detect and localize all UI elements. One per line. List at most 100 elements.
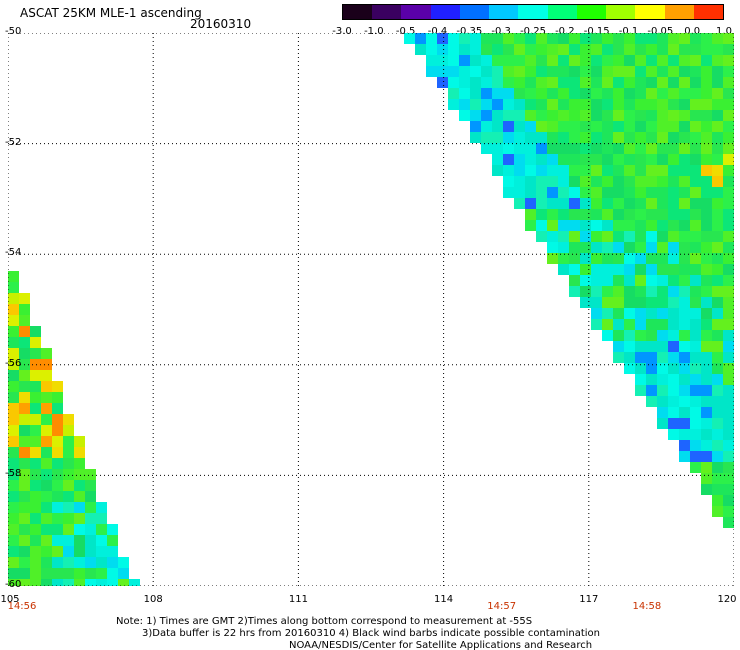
swath-cell — [19, 348, 30, 359]
swath-cell — [646, 264, 657, 275]
swath-cell — [701, 143, 712, 154]
swath-cell — [668, 66, 679, 77]
swath-cell — [503, 33, 514, 44]
longitude-tick-label: 108 — [143, 594, 163, 605]
swath-cell — [701, 132, 712, 143]
swath-cell — [19, 293, 30, 304]
swath-cell — [8, 513, 19, 524]
swath-cell — [74, 513, 85, 524]
swath-cell — [426, 44, 437, 55]
swath-cell — [107, 579, 118, 586]
colorbar-swatch — [343, 5, 373, 19]
swath-cell — [723, 286, 734, 297]
swath-cell — [470, 55, 481, 66]
swath-cell — [503, 143, 514, 154]
swath-cell — [624, 165, 635, 176]
swath-cell — [52, 513, 63, 524]
swath-cell — [657, 352, 668, 363]
swath-cell — [30, 469, 41, 480]
swath-cell — [602, 264, 613, 275]
swath-cell — [657, 418, 668, 429]
swath-cell — [514, 33, 525, 44]
swath-cell — [30, 579, 41, 586]
swath-cell — [690, 264, 701, 275]
swath-cell — [712, 165, 723, 176]
swath-cell — [63, 425, 74, 436]
swath-cell — [712, 429, 723, 440]
colorbar-tick-label: -0.05 — [647, 26, 674, 37]
swath-cell — [30, 392, 41, 403]
colorbar-tick-label: -0.35 — [456, 26, 483, 37]
swath-cell — [657, 319, 668, 330]
swath-cell — [624, 231, 635, 242]
swath-cell — [558, 209, 569, 220]
swath-cell — [613, 242, 624, 253]
swath-cell — [679, 297, 690, 308]
swath-cell — [63, 524, 74, 535]
swath-cell — [646, 308, 657, 319]
swath-cell — [657, 308, 668, 319]
swath-cell — [481, 121, 492, 132]
swath-cell — [690, 451, 701, 462]
swath-cell — [41, 513, 52, 524]
swath-cell — [107, 568, 118, 579]
swath-cell — [679, 396, 690, 407]
swath-cell — [437, 66, 448, 77]
swath-cell — [525, 209, 536, 220]
swath-cell — [635, 132, 646, 143]
swath-cell — [41, 568, 52, 579]
swath-cell — [63, 491, 74, 502]
swath-cell — [580, 176, 591, 187]
swath-cell — [19, 381, 30, 392]
swath-cell — [646, 77, 657, 88]
swath-cell — [657, 220, 668, 231]
swath-cell — [580, 88, 591, 99]
swath-cell — [635, 55, 646, 66]
colorbar-swatch — [372, 5, 402, 19]
swath-cell — [481, 132, 492, 143]
swath-cell — [624, 286, 635, 297]
swath-cell — [624, 253, 635, 264]
swath-cell — [646, 33, 657, 44]
swath-cell — [514, 88, 525, 99]
swath-cell — [96, 513, 107, 524]
note-line-2: 3)Data buffer is 22 hrs from 20160310 4)… — [142, 628, 600, 639]
swath-cell — [679, 154, 690, 165]
swath-cell — [19, 403, 30, 414]
swath-cell — [8, 282, 19, 293]
swath-cell — [712, 275, 723, 286]
swath-cell — [723, 242, 734, 253]
swath-cell — [591, 88, 602, 99]
colorbar-swatch — [635, 5, 665, 19]
swath-cell — [690, 407, 701, 418]
swath-cell — [19, 557, 30, 568]
swath-cell — [503, 176, 514, 187]
swath-cell — [547, 132, 558, 143]
swath-cell — [657, 341, 668, 352]
swath-cell — [701, 242, 712, 253]
swath-cell — [723, 517, 734, 528]
swath-cell — [492, 154, 503, 165]
swath-cell — [613, 209, 624, 220]
swath-cell — [569, 176, 580, 187]
swath-cell — [602, 110, 613, 121]
swath-cell — [635, 66, 646, 77]
swath-cell — [52, 568, 63, 579]
swath-cell — [514, 55, 525, 66]
swath-cell — [8, 557, 19, 568]
colorbar-swatch — [518, 5, 548, 19]
swath-cell — [19, 304, 30, 315]
swath-cell — [668, 209, 679, 220]
swath-cell — [536, 209, 547, 220]
swath-cell — [635, 110, 646, 121]
swath-cell — [525, 143, 536, 154]
swath-cell — [668, 176, 679, 187]
swath-cell — [668, 55, 679, 66]
swath-cell — [547, 220, 558, 231]
swath-cell — [701, 286, 712, 297]
swath-cell — [690, 143, 701, 154]
swath-cell — [635, 374, 646, 385]
swath-cell — [41, 392, 52, 403]
swath-cell — [8, 524, 19, 535]
swath-cell — [459, 88, 470, 99]
